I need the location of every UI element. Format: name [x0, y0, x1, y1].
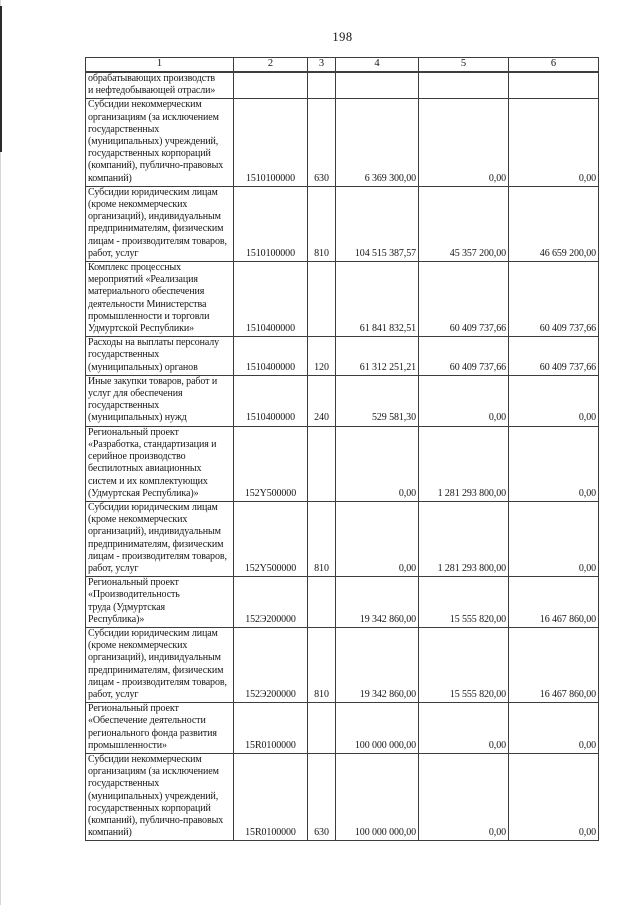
cell-expense-type	[307, 576, 336, 628]
column-header-5: 5	[418, 57, 509, 73]
table-row: Субсидии юридическим лицам (кроме некомм…	[85, 500, 599, 578]
cell-code: 1510400000	[233, 261, 308, 338]
cell-name: Субсидии юридическим лицам (кроме некомм…	[85, 500, 234, 578]
cell-amount-5: 0,00	[418, 374, 509, 427]
cell-amount-6: 0,00	[508, 752, 599, 842]
cell-amount-4: 19 342 860,00	[335, 626, 419, 704]
cell-amount-6: 16 467 860,00	[508, 626, 599, 704]
budget-appropriations-table: 1 2 3 4 5 6 обрабатывающих производств и…	[85, 57, 599, 842]
table-row: Субсидии некоммерческим организациям (за…	[85, 752, 599, 842]
cell-code: 152Э200000	[233, 576, 308, 628]
cell-amount-6: 16 467 860,00	[508, 576, 599, 628]
column-header-2: 2	[233, 57, 308, 73]
table-row: Расходы на выплаты персоналу государстве…	[85, 336, 599, 376]
cell-amount-4: 6 369 300,00	[335, 98, 419, 187]
cell-name: Региональный проект «Обеспечение деятель…	[85, 702, 234, 754]
cell-amount-6: 0,00	[508, 98, 599, 187]
cell-expense-type: 810	[307, 185, 336, 263]
cell-amount-5: 1 281 293 800,00	[418, 500, 509, 578]
table-row: Субсидии юридическим лицам (кроме некомм…	[85, 185, 599, 263]
cell-amount-4: 61 312 251,21	[335, 336, 419, 376]
scan-edge-line	[0, 0, 1, 905]
column-header-4: 4	[335, 57, 419, 73]
cell-amount-4: 100 000 000,00	[335, 702, 419, 754]
cell-amount-6: 60 409 737,66	[508, 336, 599, 376]
cell-name: Субсидии юридическим лицам (кроме некомм…	[85, 626, 234, 704]
column-header-3: 3	[307, 57, 336, 73]
cell-expense-type	[307, 425, 336, 502]
table-body: обрабатывающих производств и нефтедобыва…	[85, 71, 599, 842]
cell-amount-4: 0,00	[335, 500, 419, 578]
cell-name: обрабатывающих производств и нефтедобыва…	[85, 71, 234, 100]
cell-amount-5: 45 357 200,00	[418, 185, 509, 263]
table-header-row: 1 2 3 4 5 6	[85, 57, 599, 73]
cell-amount-4	[335, 71, 419, 100]
cell-amount-5: 0,00	[418, 752, 509, 842]
cell-code: 1510400000	[233, 374, 308, 427]
cell-name: Региональный проект «Разработка, стандар…	[85, 425, 234, 502]
cell-amount-4: 61 841 832,51	[335, 261, 419, 338]
cell-name: Иные закупки товаров, работ и услуг для …	[85, 374, 234, 427]
cell-amount-6	[508, 71, 599, 100]
cell-amount-6: 46 659 200,00	[508, 185, 599, 263]
cell-code: 15R0100000	[233, 702, 308, 754]
cell-expense-type: 630	[307, 98, 336, 187]
table-row: Субсидии юридическим лицам (кроме некомм…	[85, 626, 599, 704]
cell-expense-type: 120	[307, 336, 336, 376]
cell-name: Региональный проект «Производительность …	[85, 576, 234, 628]
cell-amount-5: 15 555 820,00	[418, 626, 509, 704]
scan-edge-artifact	[0, 6, 2, 152]
cell-expense-type	[307, 71, 336, 100]
cell-name: Субсидии юридическим лицам (кроме некомм…	[85, 185, 234, 263]
column-header-1: 1	[85, 57, 234, 73]
cell-amount-6: 0,00	[508, 425, 599, 502]
table-row-section: Региональный проект «Обеспечение деятель…	[85, 702, 599, 754]
cell-expense-type	[307, 702, 336, 754]
table-row: Субсидии некоммерческим организациям (за…	[85, 98, 599, 187]
cell-amount-4: 19 342 860,00	[335, 576, 419, 628]
cell-expense-type: 810	[307, 626, 336, 704]
cell-amount-5: 0,00	[418, 702, 509, 754]
cell-amount-4: 529 581,30	[335, 374, 419, 427]
table-row-section: Региональный проект «Производительность …	[85, 576, 599, 628]
cell-code	[233, 71, 308, 100]
table-header: 1 2 3 4 5 6	[85, 57, 599, 73]
cell-amount-6: 0,00	[508, 374, 599, 427]
cell-amount-5: 60 409 737,66	[418, 336, 509, 376]
table-row: Иные закупки товаров, работ и услуг для …	[85, 374, 599, 427]
cell-name: Субсидии некоммерческим организациям (за…	[85, 98, 234, 187]
cell-amount-5: 0,00	[418, 98, 509, 187]
cell-amount-5: 60 409 737,66	[418, 261, 509, 338]
table-row-section: Региональный проект «Разработка, стандар…	[85, 425, 599, 502]
cell-amount-4: 104 515 387,57	[335, 185, 419, 263]
cell-expense-type	[307, 261, 336, 338]
cell-code: 152Э200000	[233, 626, 308, 704]
cell-name: Расходы на выплаты персоналу государстве…	[85, 336, 234, 376]
cell-amount-6: 60 409 737,66	[508, 261, 599, 338]
cell-amount-4: 100 000 000,00	[335, 752, 419, 842]
cell-amount-5: 15 555 820,00	[418, 576, 509, 628]
cell-code: 152Y500000	[233, 500, 308, 578]
cell-name: Комплекс процессных мероприятий «Реализа…	[85, 261, 234, 338]
table-row-section: Комплекс процессных мероприятий «Реализа…	[85, 261, 599, 338]
column-header-6: 6	[508, 57, 599, 73]
cell-code: 152Y500000	[233, 425, 308, 502]
cell-expense-type: 810	[307, 500, 336, 578]
cell-amount-6: 0,00	[508, 702, 599, 754]
cell-code: 1510400000	[233, 336, 308, 376]
cell-amount-4: 0,00	[335, 425, 419, 502]
cell-expense-type: 240	[307, 374, 336, 427]
cell-name: Субсидии некоммерческим организациям (за…	[85, 752, 234, 842]
cell-amount-6: 0,00	[508, 500, 599, 578]
cell-code: 1510100000	[233, 185, 308, 263]
table-row-section: обрабатывающих производств и нефтедобыва…	[85, 71, 599, 100]
cell-code: 15R0100000	[233, 752, 308, 842]
cell-amount-5: 1 281 293 800,00	[418, 425, 509, 502]
cell-code: 1510100000	[233, 98, 308, 187]
page-number: 198	[332, 30, 353, 44]
cell-expense-type: 630	[307, 752, 336, 842]
cell-amount-5	[418, 71, 509, 100]
